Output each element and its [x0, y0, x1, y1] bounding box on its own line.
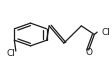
Text: Cl: Cl [100, 28, 109, 37]
Text: Cl: Cl [7, 49, 16, 58]
Text: O: O [84, 48, 91, 57]
